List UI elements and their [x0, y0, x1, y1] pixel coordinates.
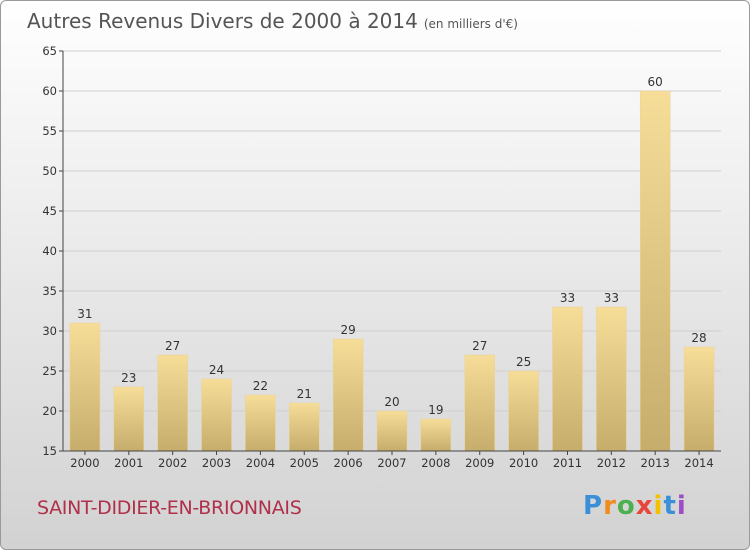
commune-name: SAINT-DIDIER-EN-BRIONNAIS: [37, 497, 302, 519]
x-tick-label: 2012: [597, 456, 626, 470]
data-label: 31: [77, 307, 92, 321]
data-label: 33: [604, 291, 619, 305]
x-tick-label: 2008: [421, 456, 450, 470]
x-tick-label: 2006: [333, 456, 362, 470]
bars: [69, 90, 715, 452]
y-tick-label: 20: [42, 404, 57, 418]
bar-2014: [683, 346, 715, 452]
data-label: 22: [253, 379, 268, 393]
y-tick-label: 15: [42, 444, 57, 458]
axes: [59, 50, 721, 455]
bar-2008: [420, 418, 452, 452]
data-label: 60: [648, 75, 663, 89]
logo-letter: o: [616, 491, 636, 521]
x-tick-label: 2013: [641, 456, 670, 470]
y-tick-label: 30: [42, 324, 57, 338]
bar-2003: [201, 378, 232, 452]
data-label: 29: [340, 323, 355, 337]
data-label: 23: [121, 371, 136, 385]
data-label: 33: [560, 291, 575, 305]
y-tick-label: 35: [42, 284, 57, 298]
logo-letter: i: [653, 491, 664, 521]
bar-2004: [245, 394, 276, 452]
y-tick-label: 45: [42, 204, 57, 218]
bar-2007: [376, 410, 408, 452]
data-label: 25: [516, 355, 531, 369]
logo-letter: t: [663, 491, 677, 521]
logo-letter: x: [635, 491, 654, 521]
chart-title: Autres Revenus Divers de 2000 à 2014 (en …: [27, 9, 518, 33]
bar-2010: [508, 370, 539, 452]
bar-2013: [639, 90, 671, 452]
x-tick-label: 2005: [290, 456, 319, 470]
x-tick-label: 2007: [377, 456, 406, 470]
x-tick-label: 2014: [684, 456, 713, 470]
data-label: 27: [165, 339, 180, 353]
y-tick-label: 65: [42, 44, 57, 58]
chart-subtitle: (en milliers d'€): [423, 17, 518, 31]
logo-letter: P: [583, 491, 604, 521]
bar-2001: [113, 386, 145, 452]
y-tick-label: 50: [42, 164, 57, 178]
y-tick-label: 60: [42, 84, 57, 98]
x-tick-label: 2002: [158, 456, 187, 470]
x-tick-label: 2001: [114, 456, 143, 470]
bar-2006: [332, 338, 364, 452]
labels: 15 20 25 30 35 40 45 50 55 60 65 31 2000 23 2001 27 2002…: [42, 44, 713, 470]
data-label: 28: [691, 331, 706, 345]
logo-letter: i: [676, 491, 687, 521]
y-tick-label: 25: [42, 364, 57, 378]
x-tick-label: 2004: [246, 456, 275, 470]
proxiti-logo: Proxiti: [583, 491, 687, 521]
x-tick-label: 2011: [553, 456, 582, 470]
data-label: 20: [384, 395, 399, 409]
chart-title-text: Autres Revenus Divers de 2000 à 2014: [27, 9, 418, 33]
y-tick-label: 55: [42, 124, 57, 138]
x-tick-label: 2009: [465, 456, 494, 470]
logo-letter: r: [603, 491, 617, 521]
bar-2011: [552, 306, 583, 452]
bar-2002: [157, 354, 188, 452]
x-tick-label: 2003: [202, 456, 231, 470]
data-label: 27: [472, 339, 487, 353]
bar-2005: [289, 402, 320, 452]
bar-2000: [69, 322, 101, 452]
x-tick-label: 2010: [509, 456, 538, 470]
data-label: 19: [428, 403, 443, 417]
bar-2009: [464, 354, 495, 452]
y-tick-label: 40: [42, 244, 57, 258]
bar-2012: [596, 306, 627, 452]
x-tick-label: 2000: [70, 456, 99, 470]
data-label: 21: [297, 387, 312, 401]
data-label: 24: [209, 363, 224, 377]
